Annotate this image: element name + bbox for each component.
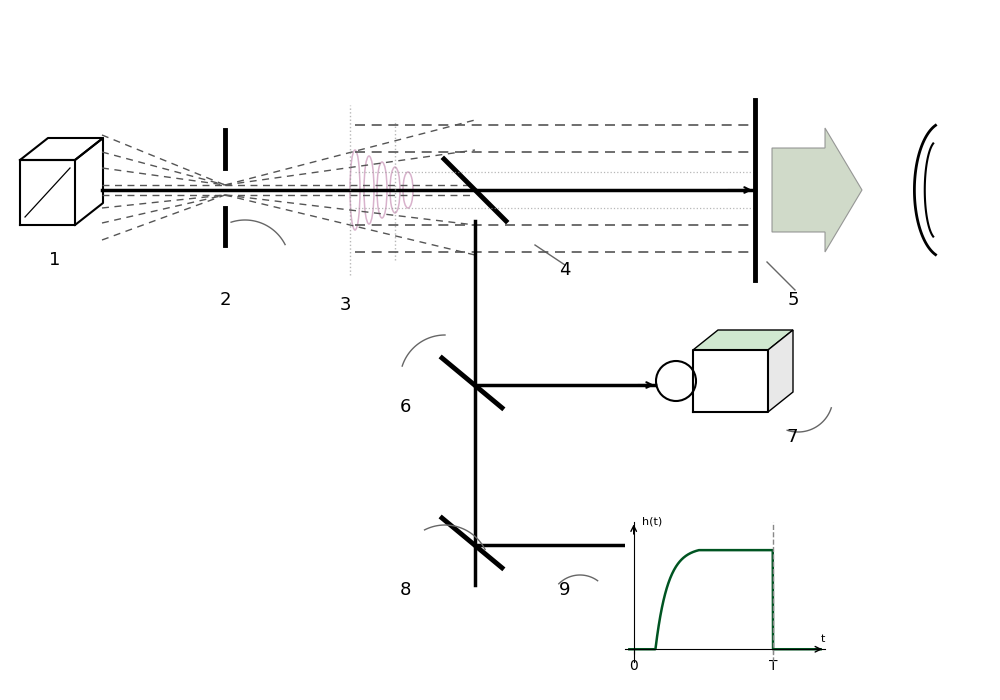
Text: 1: 1 — [49, 251, 61, 269]
Polygon shape — [768, 330, 793, 412]
Text: 2: 2 — [219, 291, 231, 309]
Circle shape — [656, 361, 696, 401]
Text: 8: 8 — [399, 581, 411, 599]
Text: t: t — [821, 634, 825, 644]
Text: 3: 3 — [339, 296, 351, 314]
Text: 7: 7 — [786, 428, 798, 447]
Text: 9: 9 — [559, 581, 571, 599]
Text: 6: 6 — [399, 398, 411, 416]
Text: h(t): h(t) — [642, 517, 663, 526]
Polygon shape — [772, 128, 862, 252]
Polygon shape — [693, 330, 793, 350]
Text: 4: 4 — [559, 261, 571, 279]
Text: 5: 5 — [787, 291, 799, 309]
